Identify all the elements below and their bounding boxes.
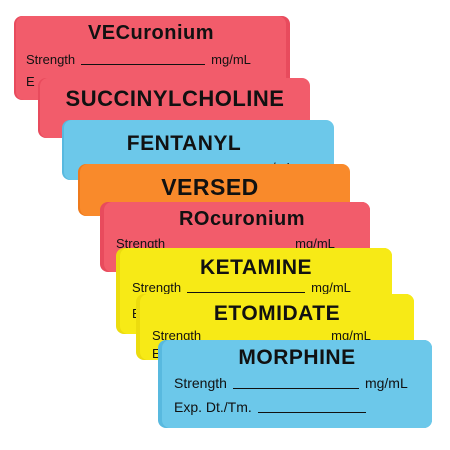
strength-label: Strength [132,280,182,295]
drug-name: ETOMIDATE [213,302,341,325]
strength-label: Strength [174,375,227,391]
unit-label: mg/mL [211,52,251,67]
exp-row: E [26,74,35,89]
exp-label: E [152,346,161,360]
strength-label: Strength [152,328,202,343]
exp-row: E [152,346,161,360]
unit-label: mg/mL [364,375,408,391]
strength-label: Strength [116,236,166,251]
label-morphine: MORPHINE Strength mg/mL Exp. Dt./Tm. [162,340,432,428]
strength-line [232,388,359,389]
drug-name: ROcuronium [178,208,306,230]
unit-label: mg/mL [331,328,371,343]
drug-name: KETAMINE [199,256,313,279]
unit-label: mg/mL [295,236,335,251]
exp-label: E [26,74,35,89]
exp-label: Exp. Dt./Tm. [174,399,252,415]
strength-line [81,64,206,65]
strength-row: Strength mg/mL [132,280,351,295]
drug-name: VECuronium [87,22,215,44]
strength-row: Strength mg/mL [174,375,408,391]
strength-line [187,292,306,293]
unit-label: mg/mL [311,280,351,295]
exp-row: Exp. Dt./Tm. [174,399,366,415]
drug-name: MORPHINE [238,346,356,369]
drug-name: VERSED [161,174,259,200]
strength-row: Strength mg/mL [26,52,251,67]
drug-name: FENTANYL [126,132,242,155]
exp-line [257,412,366,413]
strength-label: Strength [26,52,76,67]
drug-name: SUCCINYLCHOLINE [65,86,285,111]
